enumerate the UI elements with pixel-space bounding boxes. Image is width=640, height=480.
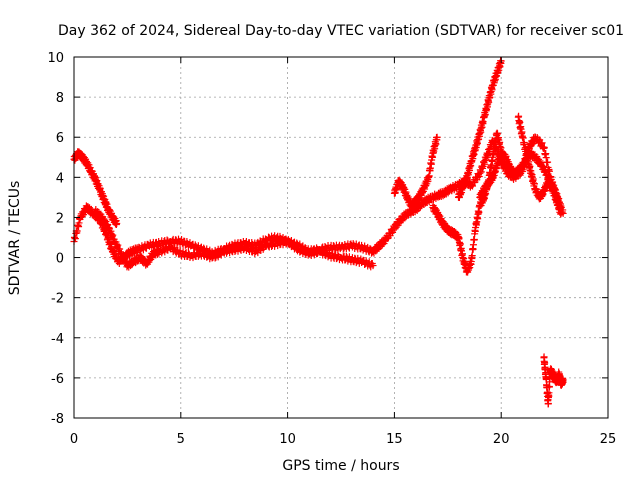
y-tick-label: -4 <box>51 332 64 347</box>
data-point <box>469 182 477 190</box>
x-tick-label: 10 <box>279 432 296 447</box>
y-tick-label: 8 <box>56 91 64 106</box>
series-track-4 <box>390 133 441 211</box>
y-tick-label: 6 <box>56 131 64 146</box>
data-marks <box>70 57 567 408</box>
chart-title: Day 362 of 2024, Sidereal Day-to-day VTE… <box>58 23 624 39</box>
x-axis-title: GPS time / hours <box>282 458 399 474</box>
data-point <box>389 228 397 236</box>
series-track-3 <box>91 205 377 271</box>
series-track-5 <box>429 129 505 276</box>
y-tick-label: -8 <box>51 412 64 427</box>
plot-frame <box>73 56 609 419</box>
x-tick-label: 5 <box>177 432 185 447</box>
y-axis-title: SDTVAR / TECUs <box>7 181 23 296</box>
y-tick-label: -6 <box>51 372 64 387</box>
y-tick-label: 2 <box>56 211 64 226</box>
data-point <box>369 262 377 270</box>
data-point <box>433 133 441 141</box>
axis-ticks <box>73 56 609 419</box>
y-tick-label: 0 <box>56 252 64 267</box>
y-tick-label: -2 <box>51 292 64 307</box>
x-tick-label: 25 <box>600 432 617 447</box>
y-tick-labels: -8 -6 -4 -2 0 2 4 6 8 10 <box>47 51 64 427</box>
data-point <box>475 173 483 181</box>
x-tick-label: 0 <box>70 432 78 447</box>
grid <box>74 57 608 418</box>
series-track-9 <box>540 353 567 408</box>
data-point <box>113 219 121 227</box>
data-point <box>538 139 546 147</box>
x-tick-label: 20 <box>493 432 510 447</box>
y-tick-label: 4 <box>56 171 64 186</box>
y-tick-label: 10 <box>47 51 64 66</box>
x-tick-labels: 0 5 10 15 20 25 <box>70 432 616 447</box>
data-point <box>211 254 219 262</box>
x-tick-label: 15 <box>386 432 403 447</box>
